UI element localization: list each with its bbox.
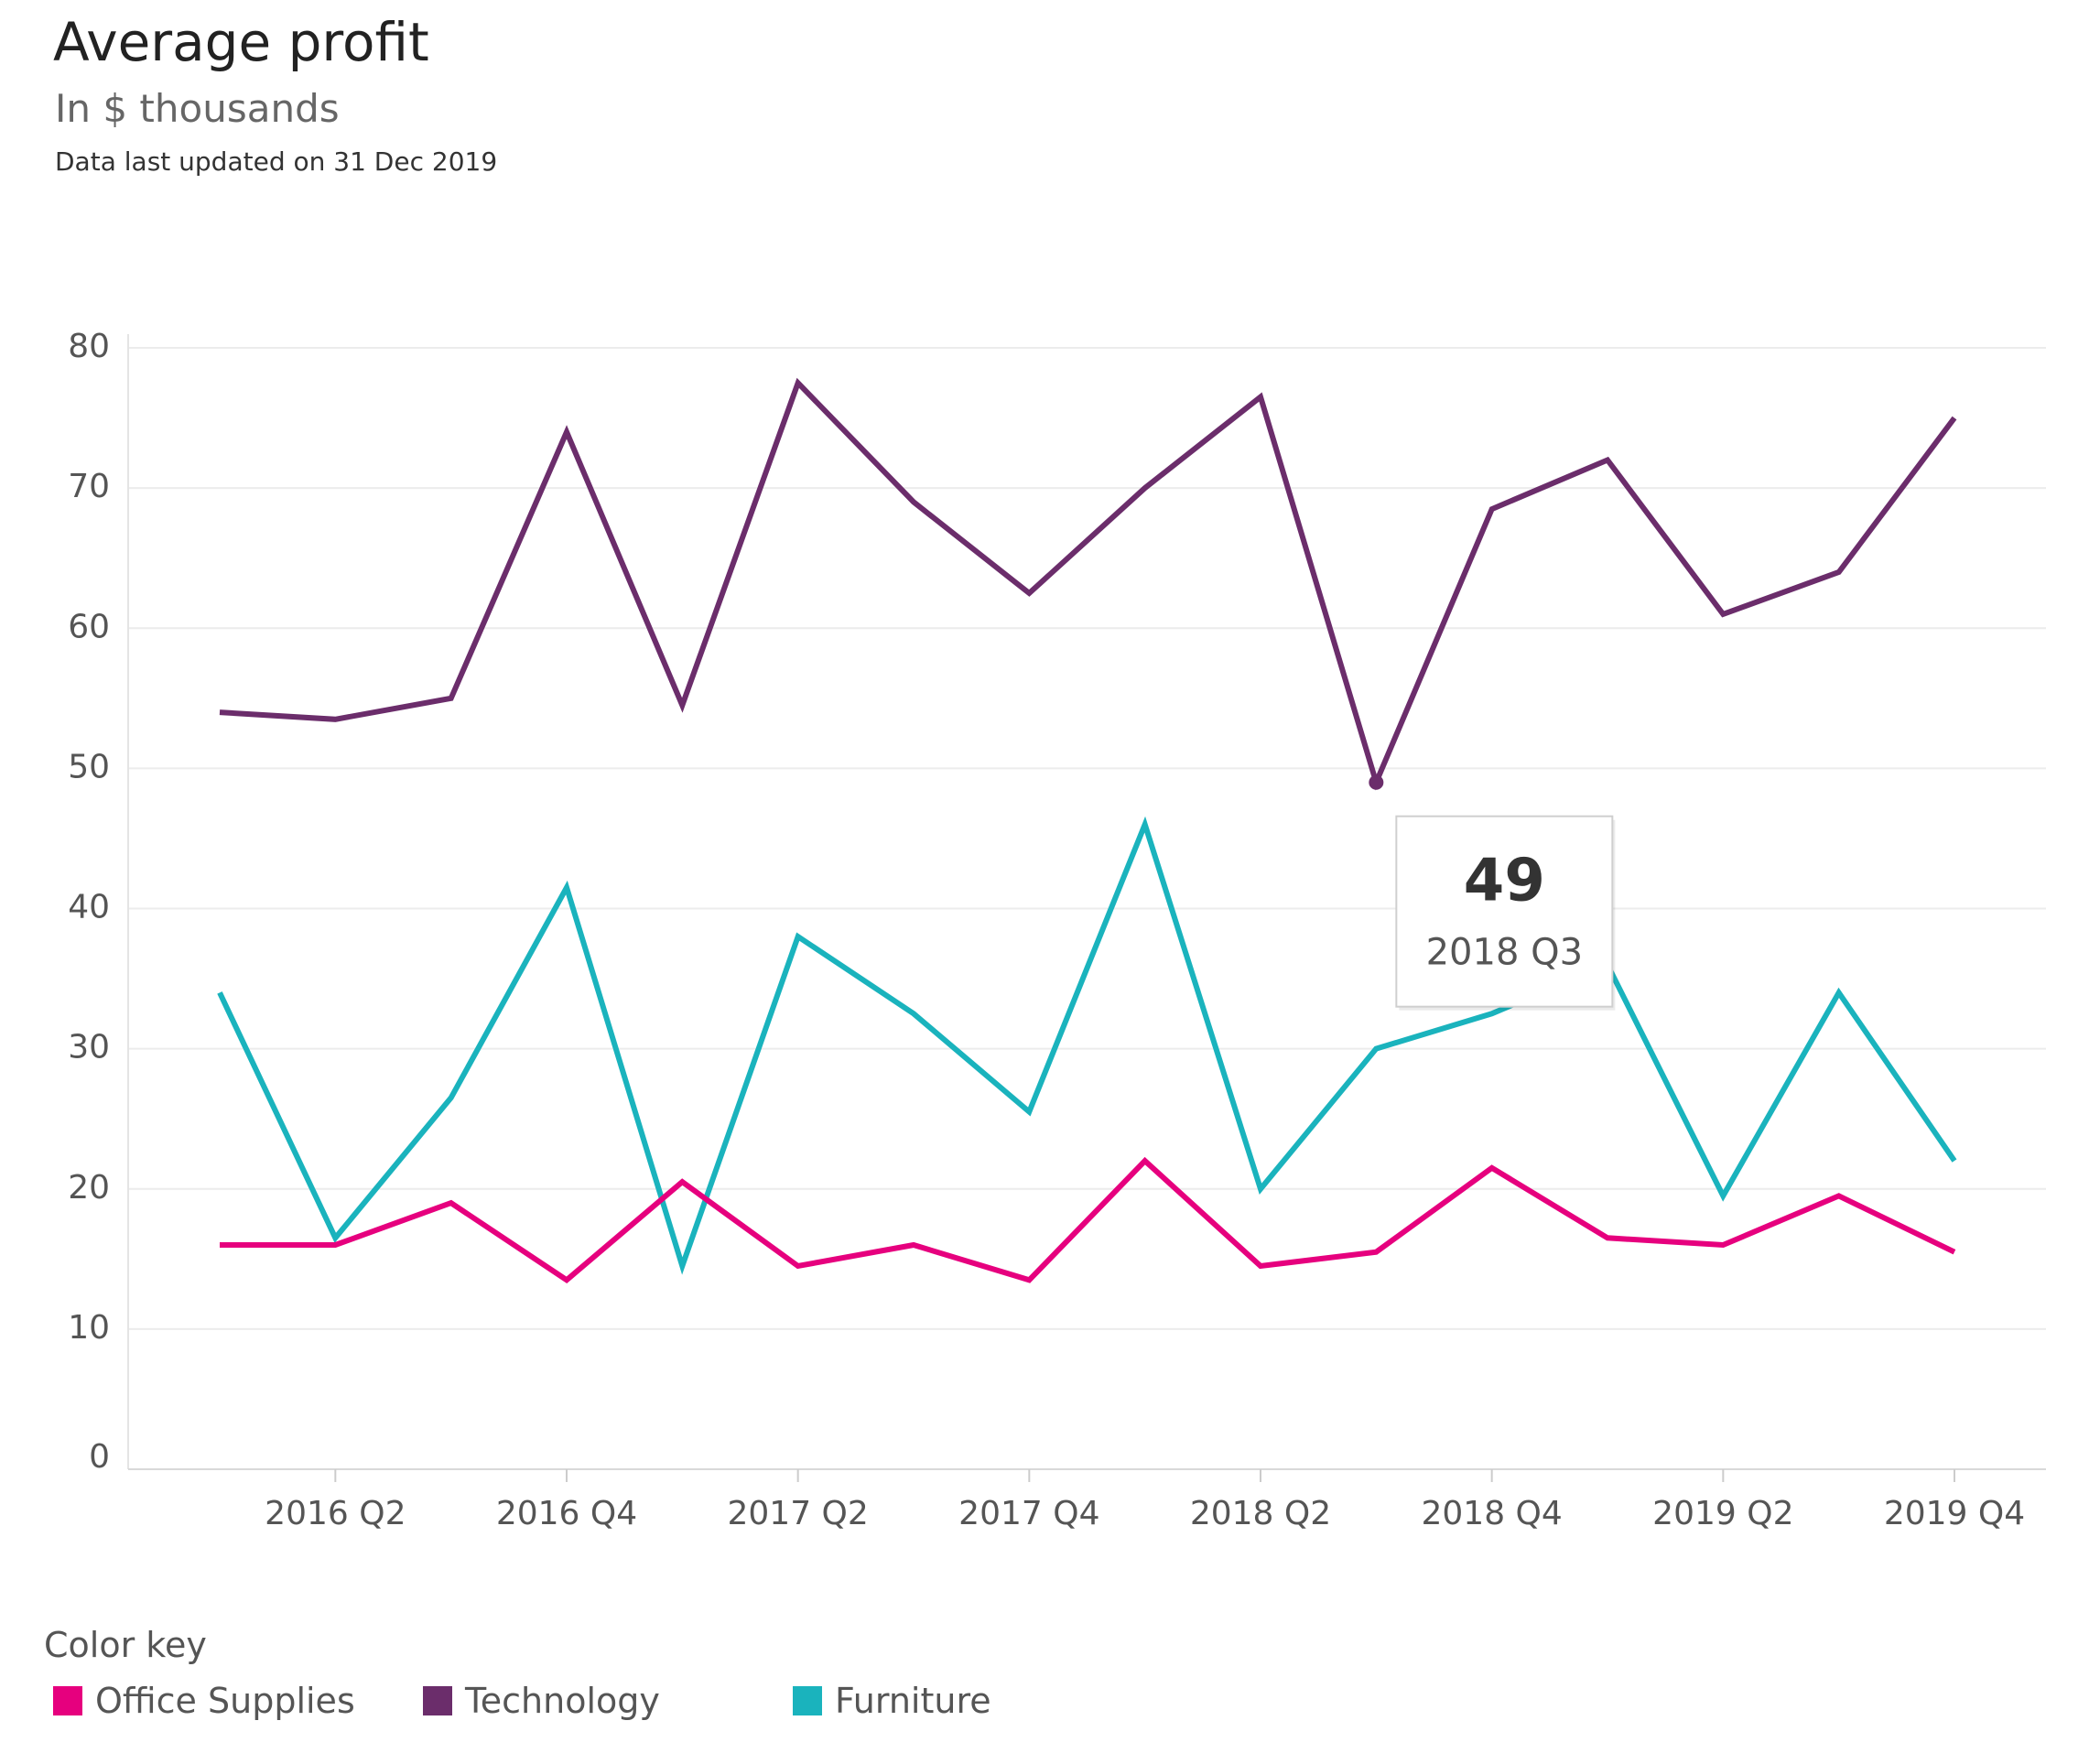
x-tick-label-3: 2017 Q4: [958, 1495, 1099, 1532]
y-tick-label-80: 80: [68, 328, 110, 365]
highlighted-point: [1369, 774, 1384, 790]
x-tick-label-0: 2016 Q2: [265, 1495, 406, 1532]
legend-title: Color key: [44, 1625, 207, 1665]
tooltip-value: 49: [1464, 848, 1545, 915]
legend-label-technology: Technology: [465, 1681, 660, 1721]
legend-label-office-supplies: Office Supplies: [95, 1681, 355, 1721]
data-updated-note: Data last updated on 31 Dec 2019: [55, 146, 498, 177]
legend-item-furniture[interactable]: Furniture: [793, 1681, 991, 1721]
tooltip-label: 2018 Q3: [1426, 932, 1583, 974]
y-tick-label-0: 0: [89, 1438, 110, 1476]
y-tick-label-70: 70: [68, 468, 110, 505]
tooltip-box: [1395, 815, 1614, 1008]
legend-swatch-technology: [423, 1686, 452, 1715]
y-tick-label-20: 20: [68, 1169, 110, 1207]
chart-subtitle: In $ thousands: [55, 86, 340, 131]
series-line-office-supplies: [220, 1156, 1956, 1284]
legend-swatch-office-supplies: [53, 1686, 82, 1715]
x-tick-label-4: 2018 Q2: [1190, 1495, 1331, 1532]
legend-item-technology[interactable]: Technology: [423, 1681, 660, 1721]
y-tick-label-10: 10: [68, 1309, 110, 1347]
series-line-technology: [219, 377, 1957, 791]
x-tick-label-6: 2019 Q2: [1652, 1495, 1793, 1532]
y-tick-label-60: 60: [68, 608, 110, 645]
x-tick-label-5: 2018 Q4: [1422, 1495, 1563, 1532]
y-tick-label-30: 30: [68, 1029, 110, 1066]
chart-title: Average profit: [53, 11, 429, 73]
legend-swatch-furniture: [793, 1686, 822, 1715]
y-tick-label-40: 40: [68, 889, 110, 926]
x-tick-label-7: 2019 Q4: [1884, 1495, 2025, 1532]
series-line-furniture: [217, 816, 1957, 1275]
x-tick-label-1: 2016 Q4: [496, 1495, 637, 1532]
y-tick-label-50: 50: [68, 748, 110, 785]
legend-label-furniture: Furniture: [835, 1681, 991, 1721]
legend-item-office-supplies[interactable]: Office Supplies: [53, 1681, 355, 1721]
x-tick-label-2: 2017 Q2: [728, 1495, 869, 1532]
